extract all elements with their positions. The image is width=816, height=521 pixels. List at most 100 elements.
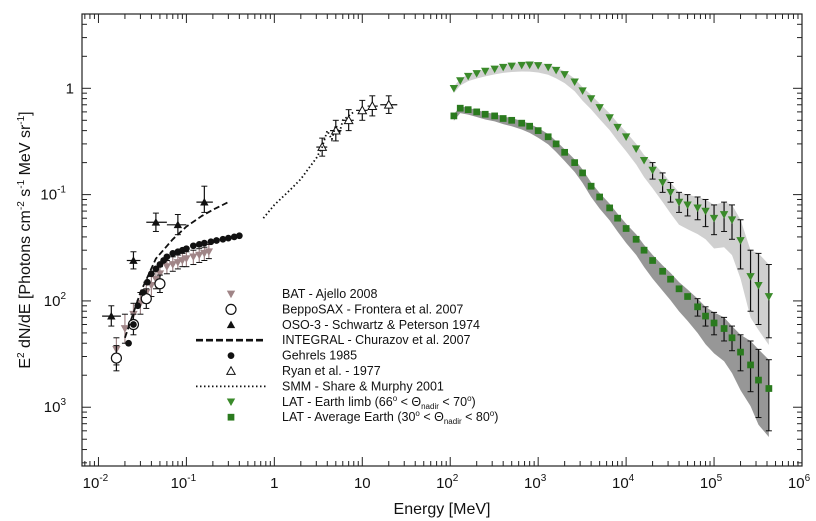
data-marker (560, 71, 569, 79)
data-marker (675, 285, 683, 293)
data-marker (168, 261, 177, 269)
data-marker (694, 303, 701, 311)
y-tick-label-base: 10 (40, 187, 57, 204)
y-tick-label: 103 (44, 397, 67, 416)
series-line (124, 201, 229, 339)
x-tick-label: 102 (436, 473, 459, 492)
y-tick-label: 102 (44, 291, 67, 310)
data-marker (473, 108, 481, 116)
legend-label: BAT - Ajello 2008 (282, 287, 377, 301)
data-marker (614, 214, 621, 222)
data-marker (596, 193, 603, 201)
data-marker (491, 112, 499, 120)
data-marker (227, 413, 235, 421)
x-tick-label-exponent: 4 (629, 473, 635, 484)
x-tick-label: 103 (524, 473, 547, 492)
x-tick-label: 106 (788, 473, 811, 492)
data-marker (207, 238, 215, 246)
legend-label: Gehrels 1985 (282, 349, 357, 363)
data-marker (357, 105, 368, 115)
data-marker (755, 376, 762, 384)
data-marker (110, 352, 123, 364)
x-tick-label-base: 10 (354, 475, 371, 492)
legend-label-part: LAT - Earth limb (66 (282, 395, 393, 409)
data-marker (659, 267, 666, 275)
x-tick-label-exponent: -1 (187, 473, 196, 484)
x-tick-label: 1 (270, 475, 278, 492)
data-marker (543, 63, 553, 72)
data-marker (140, 293, 152, 305)
data-marker (571, 159, 579, 166)
data-marker (204, 248, 214, 256)
x-tick-label: 104 (612, 473, 635, 492)
legend-label: BeppoSAX - Frontera et al. 2007 (282, 302, 463, 316)
data-marker (173, 220, 183, 229)
data-marker (367, 100, 378, 110)
data-marker (235, 232, 243, 240)
data-marker (632, 235, 640, 243)
data-marker (517, 61, 526, 70)
legend-item: INTEGRAL - Churazov et al. 2007 (196, 333, 471, 347)
legend-label: SMM - Share & Murphy 2001 (282, 379, 444, 393)
legend-label-sup: o (415, 409, 420, 418)
x-tick-label-exponent: 6 (805, 473, 811, 484)
data-marker (463, 72, 473, 81)
data-marker (183, 245, 190, 253)
series-layer (102, 61, 774, 432)
x-tick-label-base: 10 (171, 475, 188, 492)
data-marker (456, 77, 465, 85)
x-tick-label-base: 10 (524, 475, 541, 492)
data-marker (507, 62, 516, 71)
x-tick-label-exponent: 3 (541, 473, 547, 484)
data-marker (595, 104, 604, 112)
data-marker (605, 114, 614, 122)
data-marker (684, 293, 691, 300)
data-marker (622, 225, 630, 232)
data-marker (200, 250, 209, 258)
data-marker (561, 148, 569, 156)
x-tick-label: 10-1 (171, 473, 197, 492)
data-marker (152, 265, 160, 273)
data-marker (213, 237, 220, 244)
y-tick-label-base: 1 (66, 80, 74, 97)
data-marker (139, 289, 147, 296)
data-marker (666, 189, 675, 197)
legend-item: BeppoSAX - Frontera et al. 2007 (225, 302, 463, 316)
y-tick-label: 10-1 (40, 185, 66, 204)
data-marker (719, 211, 729, 219)
series (125, 232, 243, 347)
data-marker (151, 218, 161, 226)
data-marker (226, 290, 236, 299)
data-marker (148, 270, 155, 278)
y-axis-title-sup: -1 (16, 115, 27, 124)
data-marker (195, 251, 204, 260)
legend-label-part: < 70 (439, 395, 467, 409)
y-axis-title-part: s (17, 189, 34, 201)
y-tick-label-exponent: -1 (57, 185, 66, 196)
legend-label-part: ) (494, 410, 498, 424)
x-tick-label-exponent: -2 (99, 473, 108, 484)
data-marker (129, 256, 138, 264)
y-tick-label: 1 (66, 80, 74, 97)
data-marker (702, 312, 709, 320)
x-tick-label-base: 10 (612, 475, 629, 492)
data-marker (182, 255, 191, 263)
data-marker (189, 242, 197, 250)
data-marker (169, 250, 177, 257)
data-marker (464, 106, 472, 113)
data-marker (189, 253, 198, 262)
x-tick-label: 10-2 (83, 473, 109, 492)
series (316, 95, 398, 157)
data-marker (225, 365, 237, 375)
data-marker (155, 270, 165, 278)
data-marker (710, 319, 718, 327)
y-axis-title-part: E (17, 358, 34, 369)
data-marker (526, 122, 534, 130)
data-marker (639, 156, 649, 165)
y-axis-title-sup: -1 (16, 179, 27, 188)
data-marker (693, 204, 702, 213)
uncertainty-band (453, 62, 769, 345)
data-marker (587, 182, 595, 190)
data-marker (130, 321, 137, 328)
